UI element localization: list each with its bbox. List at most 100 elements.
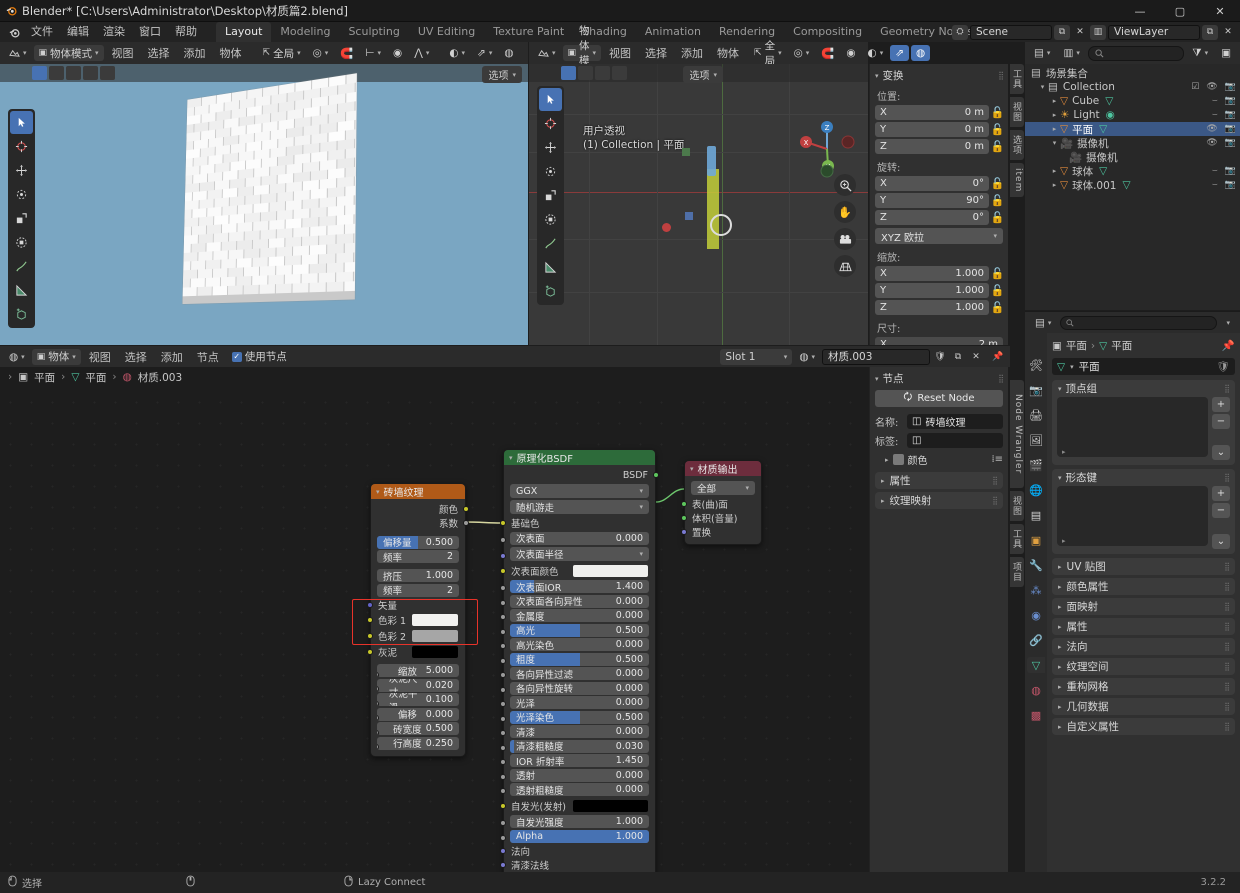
socket-14[interactable]	[500, 730, 506, 736]
scene-browse-icon[interactable]: ⛭	[952, 25, 968, 40]
eye-closed-icon[interactable]: ⌣	[1212, 96, 1218, 106]
tab-data-icon[interactable]: ▽	[1027, 657, 1045, 673]
socket-8[interactable]	[500, 643, 506, 649]
unlink-material-icon[interactable]: ✕	[968, 349, 984, 364]
tab-texture-paint[interactable]: Texture Paint	[484, 22, 573, 42]
bsdf-row-22[interactable]: 法向	[504, 844, 655, 858]
socket-surface[interactable]	[681, 501, 687, 507]
bsdf-row-12[interactable]: 光泽 0.000	[510, 696, 649, 709]
bsdf-row-17[interactable]: 透射 0.000	[510, 769, 649, 782]
grid-icon[interactable]	[834, 255, 856, 277]
menu-help[interactable]: 帮助	[168, 22, 204, 42]
outliner-row-collection[interactable]: ▾ ▤ Collection ☑ 👁 📷	[1025, 80, 1240, 94]
socket-19[interactable]	[500, 803, 506, 809]
object-mode-selector[interactable]: ▣ 物体模式 ▾	[34, 45, 104, 61]
menu-edit[interactable]: 编辑	[60, 22, 96, 42]
socket-brick-width[interactable]	[377, 730, 379, 736]
snap-magnet-icon[interactable]: 🧲	[335, 45, 358, 61]
node-bsdf-header[interactable]: ▾ 原理化BSDF	[504, 450, 655, 465]
side-tab-item[interactable]: item	[1010, 163, 1024, 197]
bsdf-row-1[interactable]: 次表面 0.000	[510, 532, 649, 545]
remove-scene-icon[interactable]: ✕	[1072, 25, 1088, 40]
node-tab-node-wrangler[interactable]: Node Wrangler	[1010, 380, 1024, 488]
lock-icon[interactable]: 🔓	[992, 194, 1003, 207]
node-dropdown-distribution[interactable]: GGX ▾	[510, 484, 649, 498]
move-tool-icon-2[interactable]	[539, 136, 562, 159]
vertex-group-list[interactable]	[1057, 397, 1208, 457]
socket-mortar[interactable]	[367, 649, 373, 655]
hand-icon[interactable]: ✋	[834, 201, 856, 223]
node-material-output[interactable]: ▾ 材质输出 全部 ▾ 表(曲)面 体积(音量) 置换	[684, 460, 762, 545]
node-color-swatch[interactable]	[893, 454, 904, 465]
outliner-search-input[interactable]	[1088, 46, 1184, 61]
socket-12[interactable]	[500, 701, 506, 707]
camera-icon[interactable]: 📷	[1225, 82, 1236, 92]
viewport-menu-select[interactable]: 选择	[142, 45, 176, 61]
editor-type-icon[interactable]: ▾	[4, 45, 32, 61]
bsdf-row-19[interactable]: 自发光(发射)	[504, 798, 655, 814]
properties-search-input[interactable]	[1060, 316, 1217, 330]
breadcrumb-object[interactable]: 平面	[1066, 338, 1087, 353]
pin-icon[interactable]: 📌	[1222, 339, 1235, 352]
maximize-button[interactable]: ▢	[1160, 0, 1200, 22]
transform-orientation-selector-2[interactable]: ⇱ 全局 ▾	[749, 45, 787, 61]
node-input-mortar[interactable]: 灰泥	[371, 644, 465, 660]
snap-target-icon[interactable]: ⊢ ▾	[360, 45, 386, 61]
tab-particles-icon[interactable]: ⁂	[1027, 582, 1045, 598]
socket-color1[interactable]	[367, 617, 373, 623]
outliner-row-camera-data[interactable]: 🎥 摄像机	[1025, 150, 1240, 164]
select-box-tool-icon[interactable]	[10, 111, 33, 134]
breadcrumb-object[interactable]: 平面	[34, 370, 55, 385]
chevron-right-icon[interactable]: ▸	[1049, 167, 1060, 175]
rotate-tool-icon[interactable]	[10, 183, 33, 206]
viewport-right-canvas[interactable]: 选项 ▾ 用户透视 (1) Collection | 平面	[529, 64, 868, 345]
chevron-right-icon[interactable]: ▸	[1049, 181, 1060, 189]
axis-gizmo[interactable]: Z X Y	[797, 119, 857, 179]
transform-orientation-selector[interactable]: ⇱ 全局 ▾	[258, 45, 306, 61]
new-viewlayer-icon[interactable]: ⧉	[1202, 25, 1218, 40]
tab-object-icon[interactable]: ▣	[1027, 532, 1045, 548]
location-z-row[interactable]: Z0 m 🔓	[875, 139, 1003, 154]
bsdf-row-15[interactable]: 清漆粗糙度 0.030	[510, 740, 649, 753]
properties-options-icon[interactable]: ▾	[1221, 315, 1235, 331]
transform-tool-icon[interactable]	[10, 231, 33, 254]
side-tab-view[interactable]: 视图	[1010, 97, 1024, 127]
bsdf-row-6[interactable]: 金属度 0.000	[510, 609, 649, 622]
pin-icon[interactable]: 📌	[990, 349, 1006, 364]
chevron-right-icon[interactable]: ▸	[1049, 97, 1060, 105]
bsdf-row-11[interactable]: 各向异性旋转 0.000	[510, 682, 649, 695]
socket-row-height[interactable]	[377, 744, 379, 750]
material-name-field[interactable]: 材质.003	[822, 349, 930, 365]
rotation-y-row[interactable]: Y 90° 🔓	[875, 193, 1003, 208]
shape-key-list[interactable]	[1057, 486, 1208, 546]
node-input-surface[interactable]: 表(曲)面	[685, 497, 761, 511]
socket-17[interactable]	[500, 774, 506, 780]
shader-type-selector[interactable]: ▣ 物体 ▾	[32, 349, 81, 365]
bsdf-row-10[interactable]: 各向异性过滤 0.000	[510, 667, 649, 680]
new-scene-icon[interactable]: ⧉	[1054, 25, 1070, 40]
socket-0[interactable]	[500, 520, 506, 526]
tab-world-icon[interactable]: 🌐	[1027, 482, 1045, 498]
node-input-brick-width[interactable]: 砖宽度 0.500	[377, 722, 459, 735]
panel-geometry-data[interactable]: ▸ 几何数据 ⣿	[1052, 698, 1235, 715]
tab-collection-icon[interactable]: ▤	[1027, 507, 1045, 523]
tab-scene-icon[interactable]: 🎬	[1027, 457, 1045, 473]
node-name-input[interactable]: ◫ 砖墙纹理	[907, 414, 1003, 429]
socket-6[interactable]	[500, 614, 506, 620]
new-material-icon[interactable]: ⧉	[950, 349, 966, 364]
viewport-left-options-button[interactable]: 选项 ▾	[482, 66, 522, 83]
outliner-row-sphere[interactable]: ▸ ▽ 球体 ▽ ⌣ 📷	[1025, 164, 1240, 178]
shading-icon-2[interactable]: ◐ ▾	[863, 45, 889, 61]
tab-output-icon[interactable]: 🖨	[1027, 407, 1045, 423]
panel-custom-properties[interactable]: ▸ 自定义属性 ⣿	[1052, 718, 1235, 735]
socket-mortar-smooth[interactable]	[377, 701, 379, 707]
tab-sculpting[interactable]: Sculpting	[339, 22, 408, 42]
move-tool-icon[interactable]	[10, 159, 33, 182]
rotation-z-row[interactable]: Z 0° 🔓	[875, 210, 1003, 225]
object-mode-selector-2[interactable]: ▣物体模式▾	[563, 45, 602, 61]
lock-icon[interactable]: 🔓	[992, 211, 1003, 224]
measure-tool-icon-2[interactable]	[539, 256, 562, 279]
tab-modeling[interactable]: Modeling	[271, 22, 339, 42]
measure-tool-icon[interactable]	[10, 279, 33, 302]
color-swatch-color2[interactable]	[412, 630, 458, 642]
